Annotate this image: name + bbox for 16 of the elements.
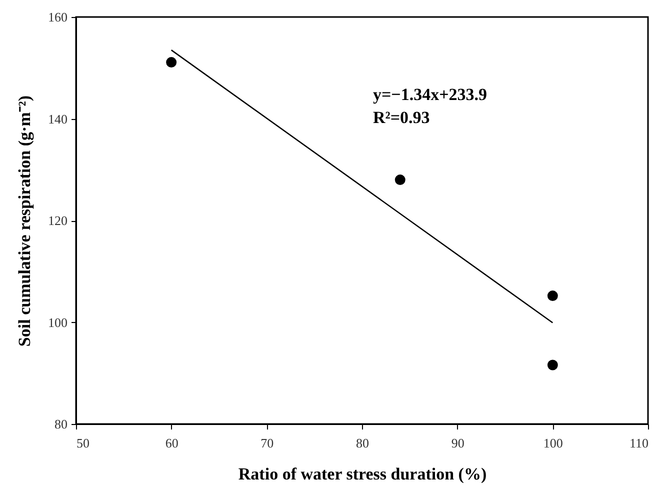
y-axis-title: Soil cumulative respiration (g·m⁻²) (15, 95, 34, 347)
annotation: y=−1.34x+233.9 (373, 85, 488, 104)
x-tick-label: 80 (356, 436, 369, 450)
x-tick-label: 50 (76, 436, 90, 450)
y-tick-label: 160 (48, 10, 68, 24)
y-tick-label: 100 (48, 314, 68, 330)
x-tick-label: 70 (260, 436, 274, 450)
x-tick-label: 100 (543, 436, 563, 450)
x-axis-title: Ratio of water stress duration (%) (238, 464, 487, 484)
y-tick-label: 80 (54, 416, 68, 432)
x-tick-label: 60 (165, 436, 178, 450)
annotation: R²=0.93 (373, 108, 430, 127)
x-tick-label: 90 (451, 436, 464, 450)
x-tick-label: 110 (629, 436, 648, 450)
y-tick-label: 120 (48, 213, 68, 228)
y-tick-label: 140 (48, 111, 68, 126)
